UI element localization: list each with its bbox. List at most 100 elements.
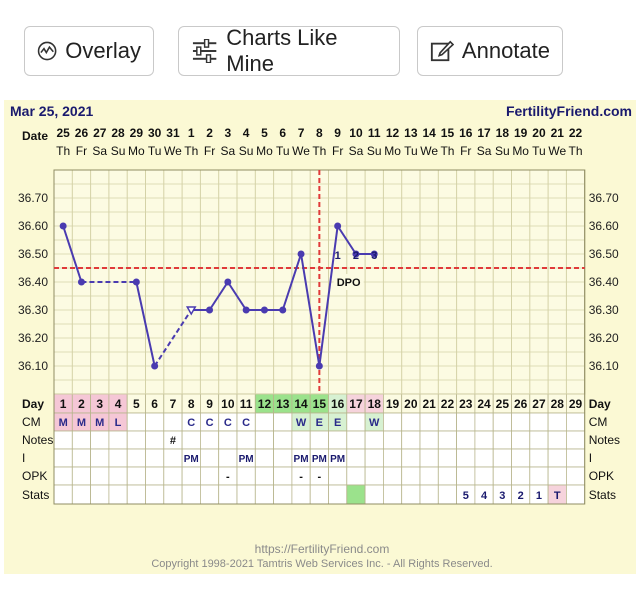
- date-label: 17: [477, 126, 491, 140]
- row-label-right: Stats: [589, 488, 616, 502]
- date-label: 18: [496, 126, 510, 140]
- temp-point: [315, 362, 323, 370]
- grid-cell: [547, 430, 567, 450]
- weekday-label: Sa: [92, 144, 107, 158]
- dpo-number: 3: [371, 250, 377, 262]
- cycle-day: 8: [188, 397, 195, 411]
- weekday-label: Th: [184, 144, 198, 158]
- overlay-button[interactable]: Overlay: [24, 26, 154, 76]
- grid-cell: [346, 484, 366, 505]
- weekday-label: Th: [312, 144, 326, 158]
- cm-value: W: [369, 417, 380, 429]
- date-label: 27: [93, 126, 107, 140]
- date-label: 12: [386, 126, 400, 140]
- annotate-button[interactable]: Annotate: [417, 26, 563, 76]
- cm-value: C: [224, 417, 232, 429]
- row-label-right: Notes: [589, 433, 620, 447]
- cm-value: C: [206, 417, 214, 429]
- grid-cell: [108, 430, 128, 450]
- opk-value: -: [299, 471, 303, 483]
- grid-cell: [529, 466, 549, 486]
- charts-like-mine-label: Charts Like Mine: [226, 25, 338, 76]
- temp-point: [334, 222, 342, 230]
- grid-cell: [53, 448, 73, 468]
- date-label: 5: [261, 126, 268, 140]
- weekday-label: Fr: [204, 144, 215, 158]
- row-label-right: Day: [589, 397, 611, 411]
- temp-point: [132, 278, 140, 286]
- stats-value: 1: [536, 490, 542, 502]
- weekday-label: Sa: [477, 144, 492, 158]
- grid-cell: [199, 484, 220, 505]
- cycle-day: 1: [60, 397, 67, 411]
- y-tick-right: 36.20: [589, 331, 619, 345]
- grid-cell: [566, 430, 586, 450]
- grid-cell: [309, 484, 329, 505]
- weekday-label: Tu: [148, 144, 162, 158]
- temp-segment: [318, 225, 339, 367]
- grid-cell: [419, 466, 439, 486]
- temp-point: [242, 306, 250, 314]
- y-tick-left: 36.60: [18, 219, 48, 233]
- stats-value: 3: [499, 490, 505, 502]
- weekday-label: Mo: [128, 144, 145, 158]
- grid-cell: [328, 484, 348, 505]
- date-label: 31: [166, 126, 180, 140]
- i-value: PM: [239, 454, 254, 465]
- cm-value: C: [242, 417, 250, 429]
- grid-cell: [474, 448, 494, 468]
- grid-cell: [547, 448, 567, 468]
- grid-cell: [273, 430, 293, 450]
- opk-value: -: [226, 471, 230, 483]
- temp-segment: [208, 281, 229, 311]
- y-tick-right: 36.50: [589, 247, 619, 261]
- row-label-left: CM: [22, 415, 41, 429]
- grid-cell: [566, 412, 586, 432]
- overlay-label: Overlay: [65, 38, 141, 63]
- grid-cell: [456, 430, 476, 450]
- grid-cell: [199, 448, 220, 468]
- y-tick-left: 36.10: [18, 359, 48, 373]
- grid-cell: [291, 430, 311, 450]
- grid-cell: [218, 484, 238, 505]
- cycle-day: 14: [294, 397, 308, 411]
- grid-cell: [254, 430, 275, 450]
- cycle-day: 12: [258, 397, 272, 411]
- date-label: 16: [459, 126, 473, 140]
- grid-cell: [382, 430, 403, 450]
- date-label: 13: [404, 126, 418, 140]
- grid-cell: [273, 484, 293, 505]
- grid-cell: [291, 484, 311, 505]
- date-label: 6: [279, 126, 286, 140]
- date-label: 29: [130, 126, 144, 140]
- y-tick-left: 36.20: [18, 331, 48, 345]
- cycle-day: 3: [96, 397, 103, 411]
- row-label-left: OPK: [22, 469, 47, 483]
- dpo-number: 2: [353, 250, 359, 262]
- date-label: 2: [206, 126, 213, 140]
- cycle-day: 7: [170, 397, 177, 411]
- charts-like-mine-button[interactable]: Charts Like Mine: [178, 25, 400, 76]
- cm-value: E: [334, 417, 341, 429]
- date-label: 26: [75, 126, 89, 140]
- grid-cell: [382, 484, 403, 505]
- date-label: 14: [422, 126, 436, 140]
- grid-cell: [492, 430, 512, 450]
- temp-segment: [153, 309, 193, 367]
- grid-cell: [529, 430, 549, 450]
- temp-point: [59, 222, 67, 230]
- y-tick-right: 36.30: [589, 303, 619, 317]
- grid-cell: [309, 430, 329, 450]
- grid-cell: [90, 430, 110, 450]
- grid-cell: [474, 412, 494, 432]
- grid-cell: [419, 484, 439, 505]
- row-label-left: I: [22, 451, 25, 465]
- grid-cell: [163, 466, 183, 486]
- cycle-day: 27: [532, 397, 546, 411]
- grid-cell: [236, 484, 256, 505]
- temp-point-open: [185, 306, 197, 316]
- weekday-label: Tu: [276, 144, 290, 158]
- cycle-day: 23: [459, 397, 473, 411]
- row-label-right: I: [589, 451, 592, 465]
- grid-cell: [547, 412, 567, 432]
